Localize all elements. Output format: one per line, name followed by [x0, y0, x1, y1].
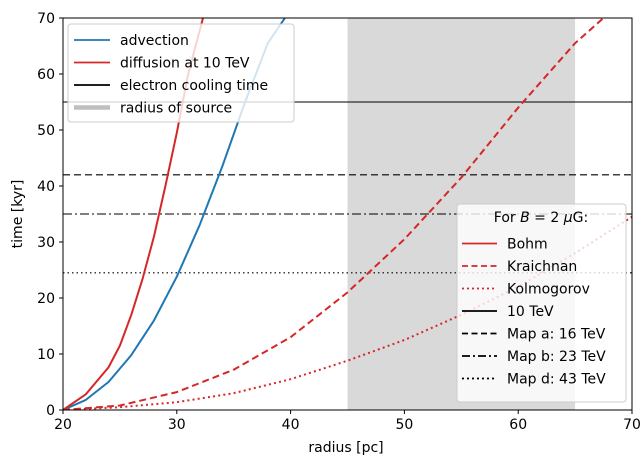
series-line-2: [63, 18, 605, 410]
y-tick-label: 40: [37, 179, 55, 195]
x-tick-label: 70: [623, 417, 641, 433]
legend-title: For B = 2 μG:: [494, 210, 588, 226]
legend-label: 10 TeV: [507, 304, 554, 320]
y-tick-label: 20: [37, 291, 55, 307]
legend-label: diffusion at 10 TeV: [120, 56, 250, 72]
y-tick-label: 70: [37, 11, 55, 27]
legend-label: Kolmogorov: [507, 282, 590, 298]
legend-label: Map b: 23 TeV: [507, 349, 606, 365]
y-axis-label: time [kyr]: [10, 180, 26, 249]
legend-label: Map d: 43 TeV: [507, 372, 606, 388]
legend-label: advection: [120, 33, 189, 49]
axes-frame: [62, 17, 633, 411]
y-tick-label: 60: [37, 67, 55, 83]
legend-box: [67, 23, 295, 123]
y-tick-label: 50: [37, 123, 55, 139]
x-axis-label: radius [pc]: [308, 440, 383, 456]
tick-layer: 20 30 40 50 60 70 0 10 20 30 40 50 60 70: [37, 11, 641, 433]
y-tick-label: 30: [37, 235, 55, 251]
legend-label: Map a: 16 TeV: [507, 327, 606, 343]
legend-title-part: G:: [573, 210, 589, 226]
x-tick-label: 40: [282, 417, 300, 433]
legend-title-part: = 2: [530, 210, 564, 226]
plot-frame: [62, 17, 633, 411]
y-tick-label: 0: [46, 403, 55, 419]
x-tick-label: 60: [509, 417, 527, 433]
x-tick-label: 20: [54, 417, 72, 433]
legend-label: Bohm: [507, 237, 548, 253]
legend-box: [456, 203, 627, 403]
legend-top-left: advection diffusion at 10 TeV electron coo…: [67, 23, 295, 123]
legend-title-part: B: [520, 210, 530, 226]
legend-label: radius of source: [120, 101, 232, 117]
y-tick-label: 10: [37, 347, 55, 363]
series-line-3: [63, 215, 632, 410]
legend-bottom-right: For B = 2 μG: Bohm Kraichnan Kolmogorov 10 T…: [456, 203, 627, 403]
x-tick-label: 30: [168, 417, 186, 433]
legend-title-part: μ: [563, 210, 573, 226]
legend-title-part: For: [494, 210, 520, 226]
legend-label: electron cooling time: [120, 78, 268, 94]
legend-label: Kraichnan: [507, 259, 577, 275]
x-tick-label: 50: [395, 417, 413, 433]
